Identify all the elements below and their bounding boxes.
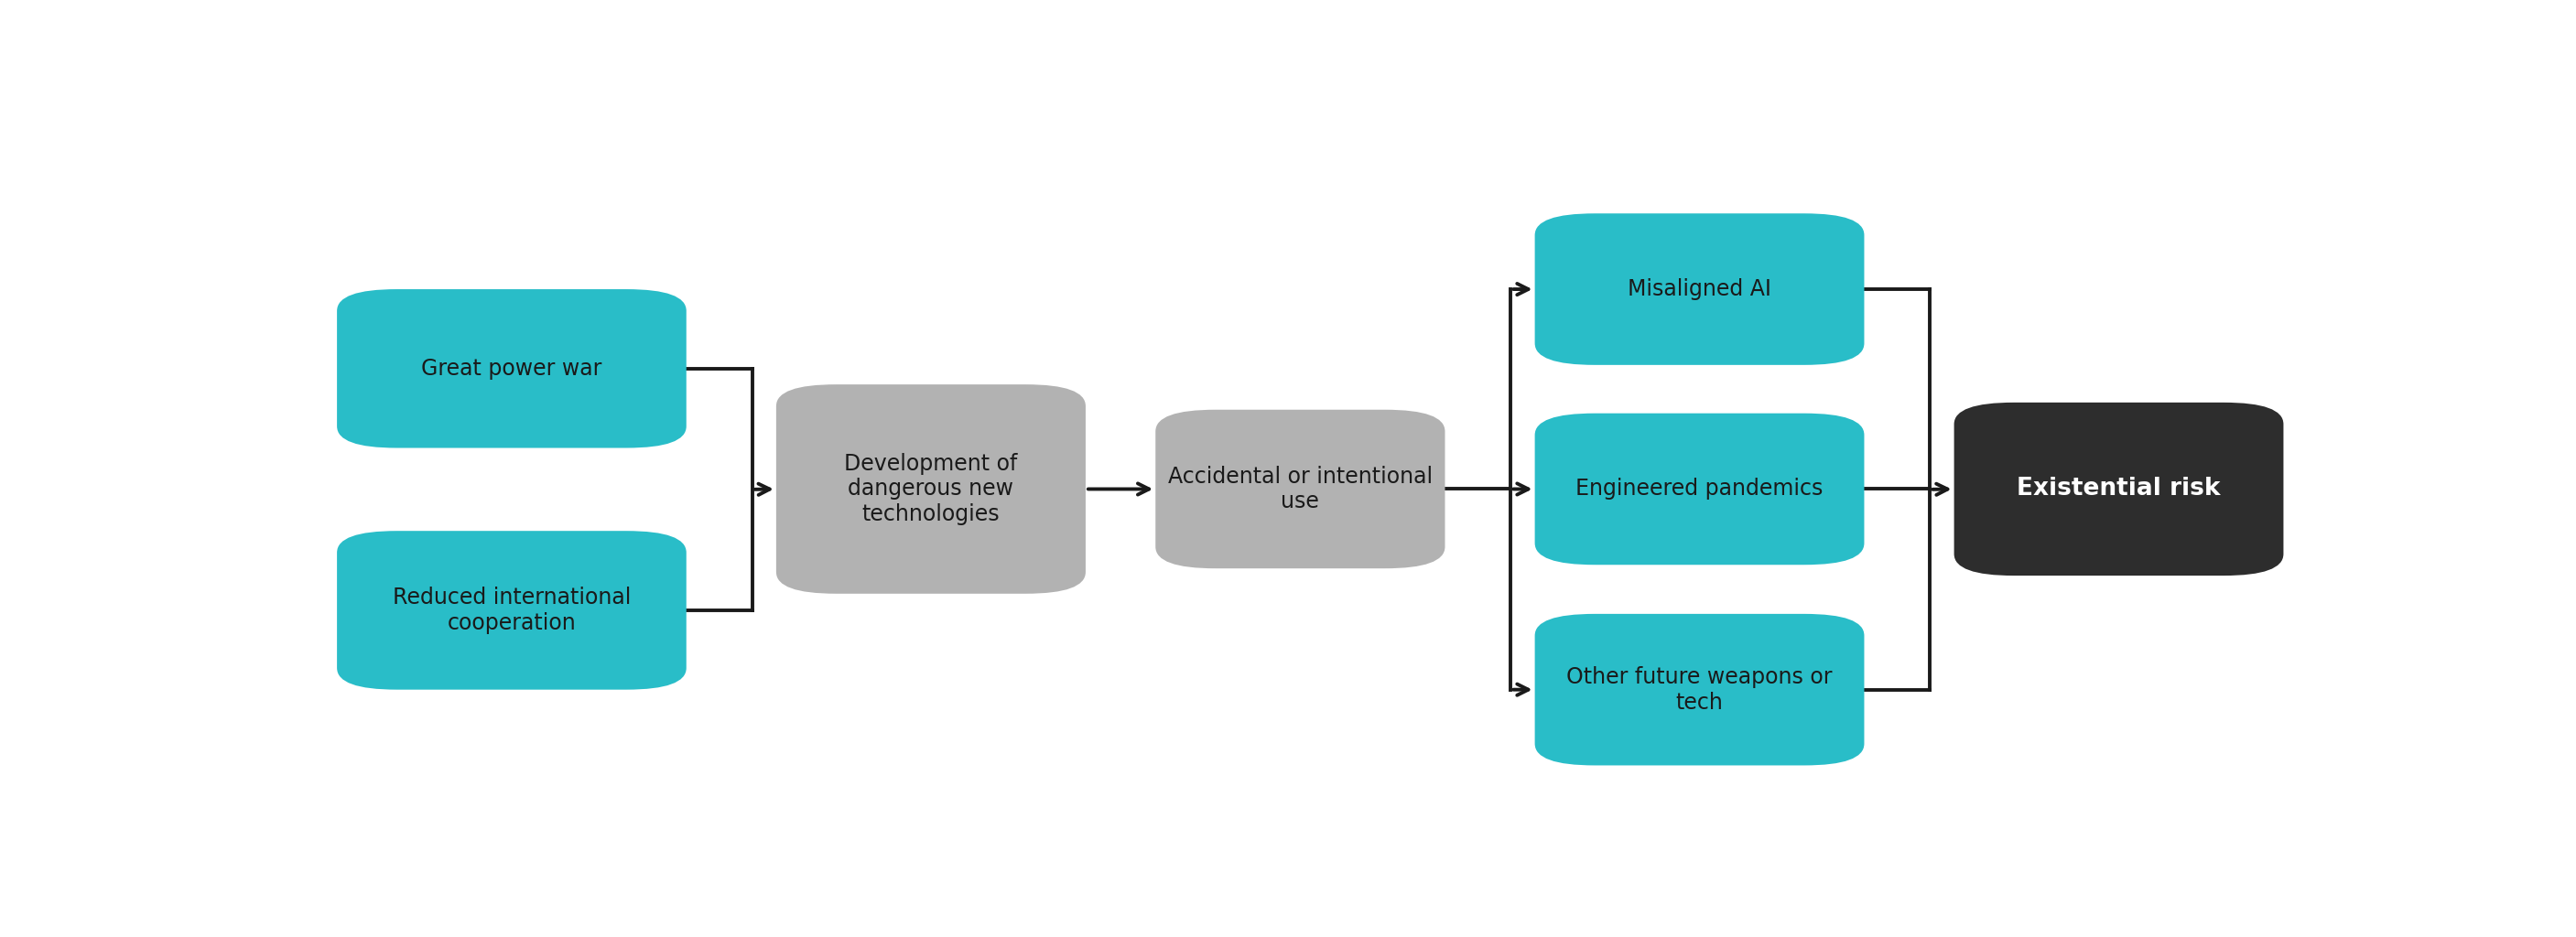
FancyBboxPatch shape: [775, 384, 1084, 594]
Text: Development of
dangerous new
technologies: Development of dangerous new technologie…: [845, 453, 1018, 526]
Text: Great power war: Great power war: [422, 358, 603, 379]
FancyBboxPatch shape: [1535, 214, 1865, 364]
FancyBboxPatch shape: [1535, 413, 1865, 565]
Text: Accidental or intentional
use: Accidental or intentional use: [1167, 466, 1432, 513]
FancyBboxPatch shape: [1157, 409, 1445, 569]
FancyBboxPatch shape: [337, 531, 685, 690]
FancyBboxPatch shape: [1955, 403, 2282, 575]
FancyBboxPatch shape: [1535, 614, 1865, 766]
Text: Existential risk: Existential risk: [2017, 477, 2221, 501]
FancyBboxPatch shape: [337, 290, 685, 448]
Text: Misaligned AI: Misaligned AI: [1628, 278, 1772, 300]
Text: Engineered pandemics: Engineered pandemics: [1577, 478, 1824, 500]
Text: Other future weapons or
tech: Other future weapons or tech: [1566, 666, 1832, 713]
Text: Reduced international
cooperation: Reduced international cooperation: [392, 587, 631, 634]
